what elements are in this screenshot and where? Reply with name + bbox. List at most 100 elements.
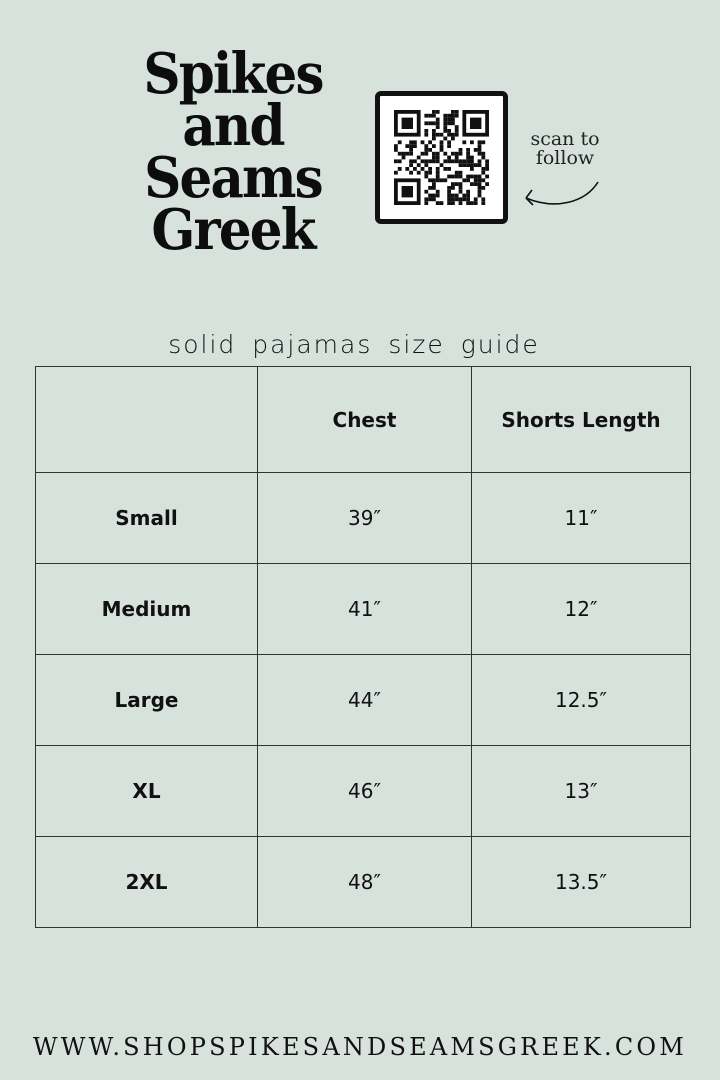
qr-module (458, 163, 463, 167)
qr-module (435, 121, 440, 126)
qr-module (462, 193, 467, 198)
qr-module (481, 201, 486, 205)
shorts-length-cell: 13.5″ (471, 836, 691, 928)
qr-module (454, 113, 459, 118)
qr-module (443, 113, 448, 118)
qr-module (443, 136, 448, 141)
qr-module (462, 140, 467, 145)
qr-module (443, 117, 448, 122)
brand-line: Greek (151, 197, 316, 263)
qr-module (432, 144, 436, 148)
qr-module (420, 167, 425, 171)
qr-module (435, 189, 440, 194)
qr-module (394, 159, 398, 164)
qr-code-icon[interactable] (375, 91, 508, 224)
qr-module (416, 155, 421, 160)
qr-module (432, 110, 436, 114)
qr-module (485, 174, 489, 179)
qr-module (397, 159, 402, 164)
qr-module (462, 159, 467, 164)
qr-module (477, 178, 482, 183)
qr-module (477, 159, 482, 164)
qr-module (397, 140, 402, 145)
qr-module (477, 193, 482, 198)
qr-module (447, 201, 451, 205)
qr-module (413, 140, 417, 145)
qr-module (447, 140, 451, 145)
chest-cell: 48″ (257, 836, 472, 928)
qr-module (451, 117, 455, 122)
qr-module (435, 151, 440, 156)
qr-module (481, 167, 486, 171)
qr-module (451, 110, 455, 114)
qr-module (439, 178, 444, 183)
qr-module (458, 151, 463, 156)
qr-module (401, 151, 406, 156)
qr-module (473, 201, 478, 205)
qr-module (477, 163, 482, 167)
qr-module (413, 144, 417, 148)
qr-module (451, 193, 455, 198)
shorts-length-cell: Shorts Length (471, 366, 691, 473)
size-cell: Medium (35, 563, 258, 655)
qr-module (420, 159, 425, 164)
qr-module (451, 174, 455, 179)
qr-module (454, 132, 459, 137)
qr-module (451, 121, 455, 126)
qr-module (443, 167, 448, 171)
table-row: 2XL 48″ 13.5″ (35, 836, 691, 928)
qr-module (451, 201, 455, 205)
qr-module (424, 170, 429, 175)
qr-module (420, 151, 425, 156)
qr-module (454, 174, 459, 179)
table-row: Medium 41″ 12″ (35, 563, 691, 655)
qr-module (432, 136, 436, 141)
chest-cell: 39″ (257, 472, 472, 564)
qr-module (451, 113, 455, 118)
qr-module (413, 159, 417, 164)
qr-module (477, 148, 482, 152)
table-row: Small 39″ 11″ (35, 472, 691, 564)
qr-module (470, 117, 482, 129)
qr-module (424, 189, 429, 194)
qr-module (394, 148, 398, 152)
qr-module (401, 155, 406, 160)
qr-module (424, 174, 429, 179)
qr-module (413, 167, 417, 171)
qr-module (462, 178, 467, 183)
qr-module (432, 159, 436, 164)
qr-module (435, 178, 440, 183)
brand-line: and (182, 93, 285, 159)
qr-module (409, 151, 413, 156)
qr-module (443, 159, 448, 164)
website-url[interactable]: WWW.SHOPSPIKESANDSEAMSGREEK.COM (32, 1033, 688, 1061)
qr-module (428, 159, 432, 164)
qr-module (409, 163, 413, 167)
qr-module (447, 155, 451, 160)
qr-module (405, 144, 410, 148)
qr-module (432, 113, 436, 118)
qr-module (466, 193, 470, 198)
qr-module (485, 163, 489, 167)
qr-module (428, 193, 432, 198)
qr-module (454, 197, 459, 202)
qr-module (473, 182, 478, 186)
qr-module (424, 159, 429, 164)
qr-module (432, 178, 436, 183)
qr-module (470, 201, 474, 205)
qr-module (416, 163, 421, 167)
qr-module (481, 186, 486, 190)
qr-module (439, 132, 444, 137)
qr-module (443, 129, 448, 133)
qr-module (424, 197, 429, 202)
qr-module (428, 178, 432, 183)
scan-caption-line: scan to (530, 128, 600, 150)
qr-module (458, 174, 463, 179)
qr-module (466, 197, 470, 202)
qr-module (454, 193, 459, 198)
qr-module (435, 159, 440, 164)
qr-module (466, 159, 470, 164)
curved-arrow-icon (525, 181, 599, 206)
qr-module (447, 193, 451, 198)
qr-module (432, 193, 436, 198)
